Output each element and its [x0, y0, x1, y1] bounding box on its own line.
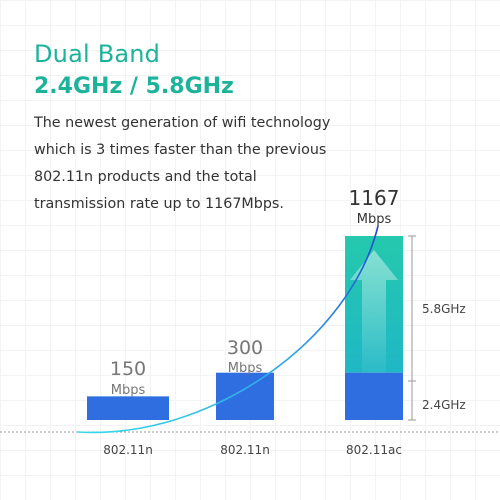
band-label-2-4ghz: 2.4GHz [422, 398, 466, 412]
bar-802-11n-150 [87, 396, 169, 420]
subheading: 2.4GHz / 5.8GHz [34, 74, 234, 99]
value-label-300: 300 [227, 337, 263, 359]
unit-label-150: Mbps [111, 383, 146, 398]
unit-label-1167: Mbps [357, 212, 392, 227]
category-label-802-11n-2: 802.11n [220, 443, 270, 457]
value-label-1167: 1167 [349, 186, 400, 210]
growth-curve [77, 225, 379, 434]
category-label-802-11ac: 802.11ac [346, 443, 402, 457]
unit-label-300: Mbps [228, 361, 263, 376]
band-label-5-8ghz: 5.8GHz [422, 302, 466, 316]
value-label-150: 150 [110, 358, 146, 380]
up-arrow-icon [350, 250, 398, 373]
bar-802-11ac-2-4ghz-segment [345, 372, 403, 420]
heading: Dual Band [34, 40, 161, 68]
bar-802-11n-300 [216, 372, 274, 420]
category-label-802-11n-1: 802.11n [103, 443, 153, 457]
description: The newest generation of wifi technology… [34, 115, 331, 212]
